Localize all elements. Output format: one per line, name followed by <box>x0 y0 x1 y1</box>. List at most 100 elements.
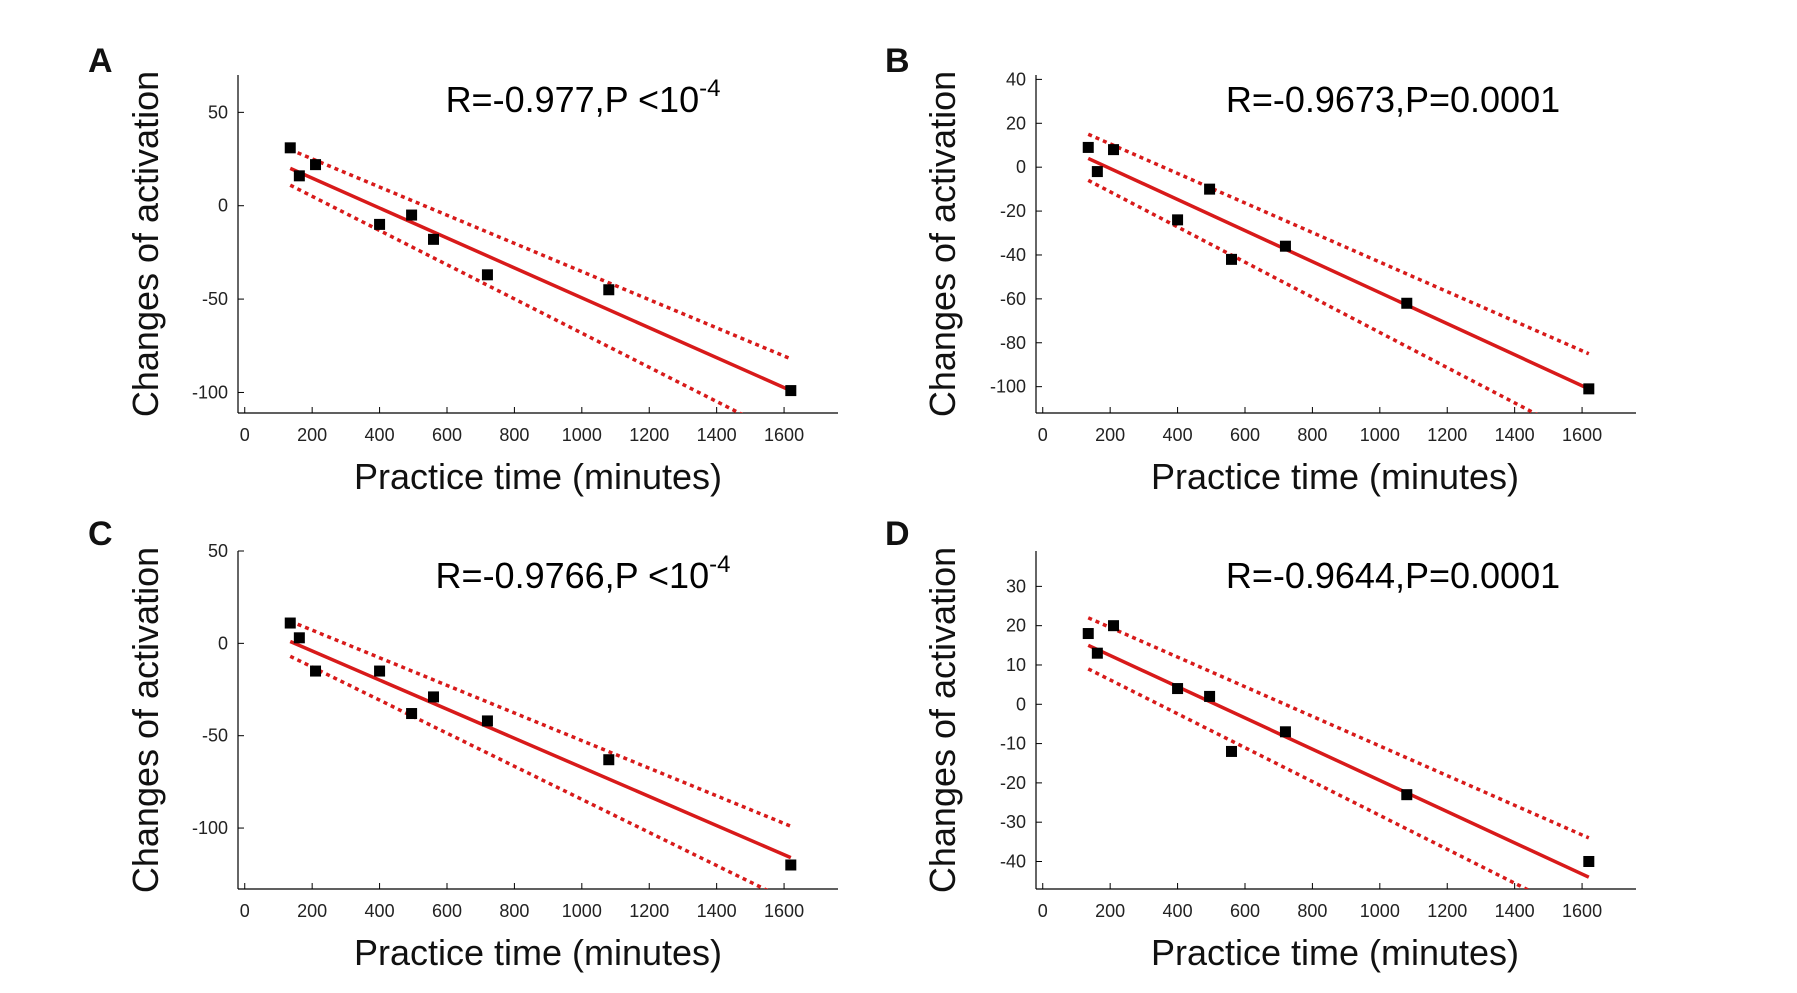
stat-annotation: R=-0.9644,P=0.0001 <box>1226 555 1560 596</box>
x-tick-label: 600 <box>1230 425 1260 445</box>
y-tick-label: -20 <box>1000 773 1026 793</box>
data-point <box>310 665 322 677</box>
x-tick-label: 400 <box>365 901 395 921</box>
x-tick-label: 800 <box>499 901 529 921</box>
data-point <box>310 159 322 171</box>
regression-line <box>289 639 792 860</box>
panel-c: 0 200 400 600 800 1000 1200 1400 1600 50 0 -50 -100 P… <box>88 515 838 973</box>
y-axis-label: Changes of activation <box>125 71 166 417</box>
stat-text: R=-0.9766,P <10 <box>436 555 710 596</box>
stat-exponent: -4 <box>699 75 720 102</box>
panel-a: 0 200 400 600 800 1000 1200 1400 1600 50 0 -50 -100 P… <box>88 42 838 497</box>
data-point <box>428 233 440 245</box>
y-tick-label: 40 <box>1006 69 1026 89</box>
data-point <box>603 284 615 296</box>
x-tick-label: 800 <box>1297 901 1327 921</box>
y-tick-label: -50 <box>202 289 228 309</box>
x-tick-label: 800 <box>499 425 529 445</box>
x-tick-label: 200 <box>297 901 327 921</box>
data-point <box>1226 745 1238 757</box>
data-point <box>1583 855 1595 867</box>
ci-upper-line <box>1087 132 1590 356</box>
panel-letter: A <box>88 42 113 80</box>
x-tick-label: 600 <box>1230 901 1260 921</box>
y-tick-label: -100 <box>192 818 228 838</box>
regression-line <box>1087 643 1590 879</box>
y-tick-label: 20 <box>1006 113 1026 133</box>
x-axis-label: Practice time (minutes) <box>1151 932 1519 973</box>
y-tick-label: -100 <box>990 377 1026 397</box>
ci-upper-line <box>289 619 792 828</box>
x-axis-label: Practice time (minutes) <box>354 456 722 497</box>
y-tick-label: 50 <box>208 541 228 561</box>
data-point <box>1091 647 1103 659</box>
x-tick-label: 1000 <box>1360 425 1400 445</box>
data-point <box>785 385 797 397</box>
fit-lines <box>1087 616 1590 889</box>
x-axis-label: Practice time (minutes) <box>1151 456 1519 497</box>
fit-lines <box>289 619 792 889</box>
x-tick-label: 0 <box>1038 901 1048 921</box>
x-tick-label: 800 <box>1297 425 1327 445</box>
x-tick-label: 200 <box>297 425 327 445</box>
y-tick-label: 0 <box>1016 157 1026 177</box>
x-tick-label: 1400 <box>697 901 737 921</box>
panel-letter: C <box>88 515 113 553</box>
x-tick-label: 200 <box>1095 425 1125 445</box>
y-tick-label: -10 <box>1000 734 1026 754</box>
data-point <box>1279 726 1291 738</box>
y-tick-label: -80 <box>1000 333 1026 353</box>
panel-b: 0 200 400 600 800 1000 1200 1400 160040200-20-40… <box>885 42 1636 497</box>
y-tick-label: -40 <box>1000 851 1026 871</box>
stat-text: R=-0.977,P <10 <box>446 79 700 120</box>
data-point <box>1204 690 1216 702</box>
data-point <box>293 632 305 644</box>
data-point <box>1108 620 1120 632</box>
y-tick-label: -30 <box>1000 812 1026 832</box>
ci-upper-line <box>1087 616 1590 840</box>
y-tick-label: -20 <box>1000 201 1026 221</box>
regression-line <box>1087 156 1590 391</box>
data-point <box>1172 683 1184 695</box>
x-tick-label: 1600 <box>764 425 804 445</box>
data-point <box>1172 214 1184 226</box>
ci-lower-line <box>1087 178 1538 413</box>
x-tick-label: 1400 <box>1495 901 1535 921</box>
ci-upper-line <box>289 148 792 361</box>
x-tick-label: 400 <box>1163 901 1193 921</box>
stat-text: R=-0.9644,P=0.0001 <box>1226 555 1560 596</box>
y-tick-label: 10 <box>1006 655 1026 675</box>
x-tick-label: 1400 <box>697 425 737 445</box>
x-tick-label: 1000 <box>1360 901 1400 921</box>
data-point <box>481 715 493 727</box>
y-axis-label: Changes of activation <box>125 547 166 893</box>
data-point <box>1108 144 1120 156</box>
x-tick-label: 600 <box>432 425 462 445</box>
y-tick-label: -60 <box>1000 289 1026 309</box>
y-axis-label: Changes of activation <box>922 71 963 417</box>
x-tick-label: 0 <box>240 425 250 445</box>
x-tick-label: 1600 <box>1562 425 1602 445</box>
x-tick-label: 400 <box>365 425 395 445</box>
stat-annotation: R=-0.9766,P <10-4 <box>436 551 731 596</box>
x-tick-label: 1000 <box>562 425 602 445</box>
y-tick-label: 0 <box>218 196 228 216</box>
data-point <box>428 691 440 703</box>
stat-exponent: -4 <box>709 551 730 578</box>
y-tick-label: 50 <box>208 102 228 122</box>
x-tick-label: 1200 <box>629 425 669 445</box>
data-point <box>1583 383 1595 395</box>
data-point <box>374 665 386 677</box>
y-tick-label: 0 <box>1016 694 1026 714</box>
regression-line <box>289 166 792 393</box>
x-tick-label: 1000 <box>562 901 602 921</box>
panel-d: 0 200 400 600 800 1000 1200 1400 1600 30 20 10 0 -10 -… <box>885 515 1636 973</box>
data-point <box>1279 240 1291 252</box>
x-tick-label: 1600 <box>1562 901 1602 921</box>
x-tick-label: 1200 <box>1427 425 1467 445</box>
data-point <box>374 218 386 230</box>
y-axis-label: Changes of activation <box>922 547 963 893</box>
data-point <box>1082 141 1094 153</box>
y-tick-label: -50 <box>202 726 228 746</box>
